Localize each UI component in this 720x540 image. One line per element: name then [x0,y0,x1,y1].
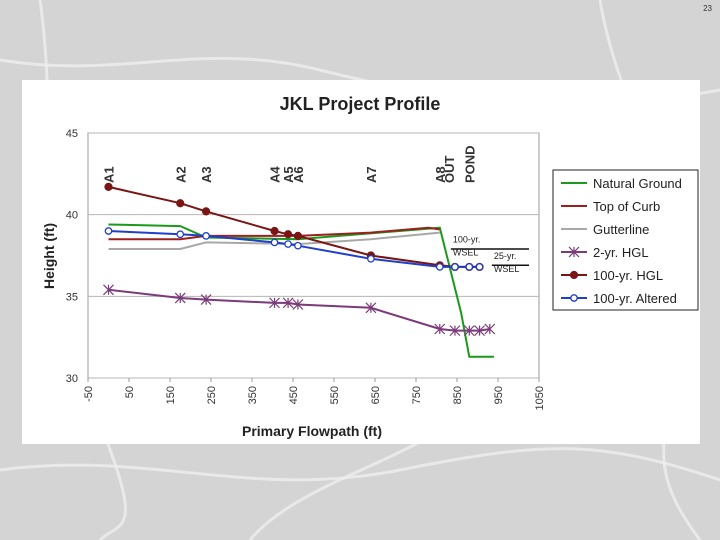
data-point [484,323,496,335]
annotation-label: WSEL [453,248,479,258]
data-point [174,292,186,304]
data-point [201,207,211,216]
legend-label: Top of Curb [593,199,660,214]
y-axis-label: Height (ft) [41,223,57,289]
data-point [434,323,446,335]
data-point [103,284,114,296]
data-point [463,325,475,337]
y-axis: 30 35 40 45 [66,128,78,385]
legend-item: 100-yr. Altered [561,291,677,306]
data-point [270,226,279,236]
x-tick-label: 750 [411,386,423,404]
legend-label: Natural Ground [593,176,682,191]
series-layer [103,182,496,358]
data-point [104,182,113,191]
x-tick-label: 550 [329,386,341,404]
annotation-label: WSEL [494,264,520,274]
station-label: A2 [173,166,188,183]
legend-item: Gutterline [561,222,649,237]
data-point [292,299,304,310]
data-point [202,232,210,240]
data-point [568,246,580,258]
series-line [108,231,440,250]
station-label: A6 [291,166,306,183]
station-label: A3 [199,166,214,183]
x-axis-label: Primary Flowpath (ft) [242,423,382,439]
x-tick-label: 150 [165,386,177,404]
data-point [435,263,444,271]
data-point [294,241,302,250]
station-label: A4 [268,166,283,183]
annotations: 100-yr. WSEL 25-yr. WSEL [450,234,529,274]
data-point [570,294,578,302]
legend-label: 2-yr. HGL [593,245,649,260]
y-tick-label: 35 [66,291,78,303]
y-tick-label: 45 [66,128,78,140]
legend-label: 100-yr. Altered [593,291,677,306]
data-point [200,294,212,306]
data-point [365,302,377,314]
data-point [176,199,185,208]
legend-item: Top of Curb [561,199,660,214]
data-point [176,230,185,239]
series-2-yr-hgl [103,284,496,337]
data-point [465,263,474,271]
x-tick-label: -50 [83,386,95,402]
series-line [108,288,490,332]
data-point [283,230,293,239]
x-tick-label: 950 [493,386,505,404]
data-point [282,297,294,309]
station-label: OUT [442,156,457,184]
data-point [449,325,461,337]
data-point [569,270,579,280]
data-point [270,238,279,247]
station-label: A8 [433,166,448,183]
series-gutterline [108,231,440,250]
legend-item: Natural Ground [561,176,682,191]
x-tick-label: 850 [452,386,464,404]
legend-label: Gutterline [593,222,649,237]
x-tick-label: 50 [124,386,136,398]
annotation-label: 100-yr. [453,234,481,244]
x-tick-label: 350 [247,386,259,404]
annotation-label: 25-yr. [494,251,517,261]
data-point [104,227,113,235]
station-label: A1 [102,166,117,183]
legend-label: 100-yr. HGL [593,268,663,283]
station-label: A5 [281,166,296,183]
data-point [475,263,484,271]
y-tick-label: 30 [66,373,78,385]
x-tick-label: 650 [370,386,382,404]
y-tick-label: 40 [66,210,78,222]
station-label: A7 [364,166,379,183]
data-point [474,325,485,337]
x-axis: -50 50 150 250 350 450 550 650 750 850 950 1050 [83,378,546,410]
legend-item: 2-yr. HGL [561,245,649,260]
x-tick-label: 1050 [534,386,546,410]
data-point [451,263,459,271]
data-point [269,297,280,309]
station-label: POND [462,145,477,183]
legend-box [552,169,699,311]
chart-title: JKL Project Profile [280,94,441,114]
data-point [284,240,292,248]
page-number: 23 [703,4,712,13]
legend-item: 100-yr. HGL [561,268,663,283]
legend: Natural Ground Top of Curb Gutterline 2-yr.… [552,169,699,311]
x-tick-label: 250 [206,386,218,404]
gridlines [88,132,539,379]
data-point [367,254,375,263]
data-point [293,231,303,240]
x-tick-label: 450 [288,386,300,404]
series-100-yr-altered [104,227,484,271]
